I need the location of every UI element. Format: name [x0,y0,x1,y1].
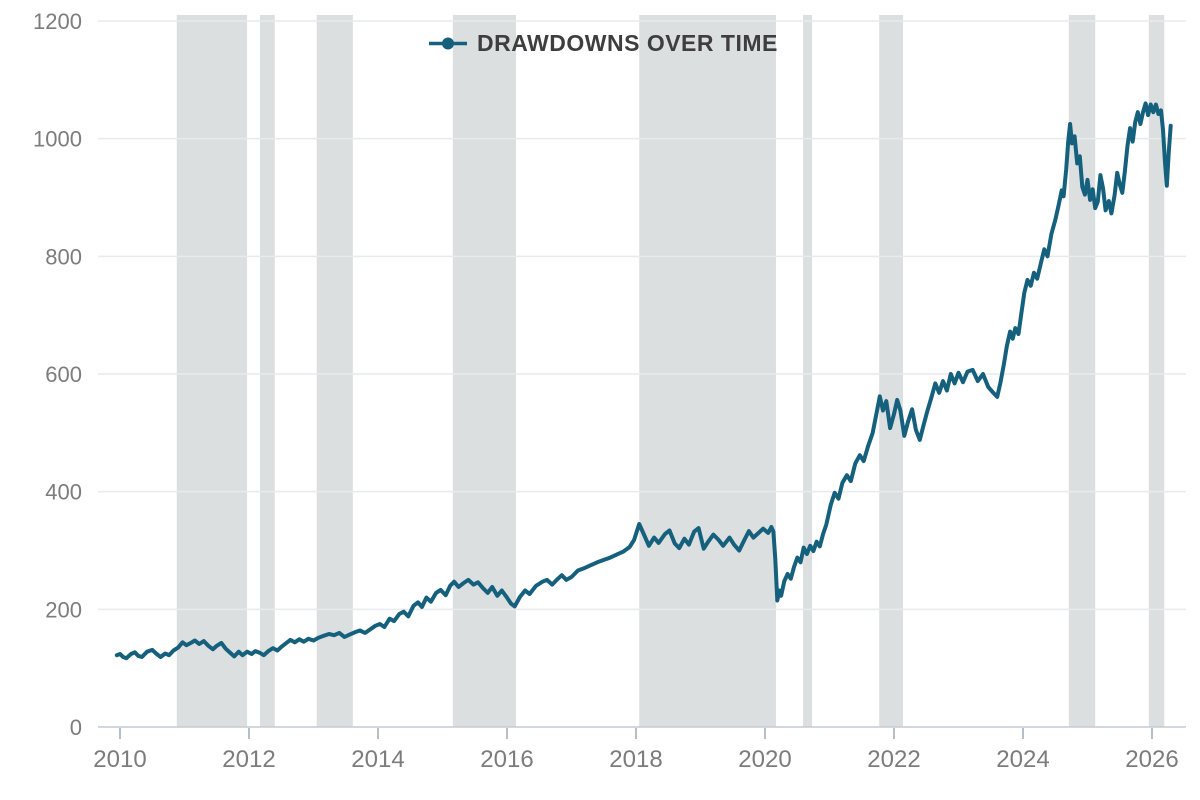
shaded-band-3 [316,15,353,727]
shaded-band-1 [176,15,248,727]
x-tick-label-2022: 2022 [867,746,920,773]
x-tick-label-2024: 2024 [996,746,1049,773]
x-tick-label-2012: 2012 [222,746,275,773]
x-tick-label-2016: 2016 [480,746,533,773]
axes-layer [98,726,1186,739]
y-tick-label-800: 800 [45,244,82,269]
x-tick-label-2020: 2020 [738,746,791,773]
x-tick-label-2026: 2026 [1125,746,1178,773]
shaded-band-4 [452,15,517,727]
y-tick-label-400: 400 [45,480,82,505]
shaded-band-2 [259,15,275,727]
shaded-band-6 [803,15,813,727]
gridlines-layer [98,20,1186,611]
legend-label: DRAWDOWNS OVER TIME [477,30,778,56]
x-tick-label-2014: 2014 [351,746,404,773]
x-tick-label-2010: 2010 [93,746,146,773]
legend: DRAWDOWNS OVER TIME [429,30,778,57]
y-tick-label-1200: 1200 [33,9,82,34]
y-tick-label-600: 600 [45,362,82,387]
tick-labels-layer: 2010 2012 2014 2016 2018 2020 2022 2024 2026 0 200… [33,9,1179,773]
y-tick-label-0: 0 [70,715,82,740]
shaded-bands-layer [176,15,1165,727]
shaded-band-5 [639,15,776,727]
series-layer [114,101,1173,661]
shaded-band-8 [1068,15,1096,727]
x-tick-label-2018: 2018 [609,746,662,773]
y-tick-label-200: 200 [45,597,82,622]
shaded-band-9 [1148,15,1165,727]
series-line-1 [114,101,1173,661]
shaded-band-7 [879,15,904,727]
y-tick-label-1000: 1000 [33,127,82,152]
legend-line-marker-icon [429,37,467,50]
